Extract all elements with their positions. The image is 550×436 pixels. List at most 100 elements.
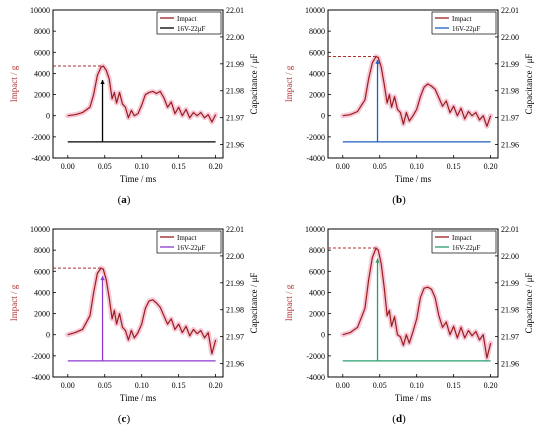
capacitance-peak-marker <box>375 59 380 64</box>
x-tick-label: 0.05 <box>373 381 387 390</box>
chart-panel-b: -4000 -2000 0 2000 4000 6000 8000 10000 21.96 21.… <box>284 6 534 206</box>
x-axis-label: Time / ms <box>395 393 432 403</box>
x-tick-label: 0.05 <box>98 162 112 171</box>
y-right-tick-label: 22.01 <box>226 225 244 234</box>
y-tick-label: 6000 <box>309 48 325 57</box>
plot-frame <box>327 9 499 159</box>
y-tick-label: 4000 <box>34 69 50 78</box>
x-tick-label: 0.15 <box>172 162 186 171</box>
plot-area <box>340 54 494 143</box>
y-right-tick-label: 22.00 <box>226 252 244 261</box>
panel-label-letter: c <box>122 413 127 425</box>
y-tick-label: -2000 <box>306 352 325 361</box>
y-right-tick-label: 22.00 <box>501 33 519 42</box>
y-axis-label: Impact / g <box>284 65 294 102</box>
legend-label-capacitance: 16V-22μF <box>452 244 480 252</box>
y-right-axis-label: Capacitance / μF <box>524 54 534 115</box>
capacitance-peak-marker <box>375 258 380 263</box>
panel-label-close: ) <box>402 194 406 206</box>
x-axis-label: Time / ms <box>120 174 157 184</box>
capacitance-series-line <box>342 258 491 362</box>
y-tick-label: 8000 <box>34 246 50 255</box>
plot-frame <box>52 228 224 378</box>
y-right-tick-label: 21.96 <box>226 141 244 150</box>
capacitance-peak-marker <box>100 276 105 281</box>
plot-frame <box>327 228 499 378</box>
y-right-tick-label: 21.98 <box>501 306 519 315</box>
y-right-tick-label: 21.97 <box>226 333 244 342</box>
chart-panel-c: -4000 -2000 0 2000 4000 6000 8000 10000 21.96 21.… <box>9 225 259 425</box>
x-tick-label: 0.20 <box>484 381 498 390</box>
y-right-tick-label: 21.98 <box>501 87 519 96</box>
y-tick-label: 0 <box>321 331 325 340</box>
x-tick-label: 0.20 <box>484 162 498 171</box>
y-tick-label: 0 <box>321 112 325 121</box>
y-right-tick-label: 21.99 <box>501 279 519 288</box>
impact-series-line <box>342 247 492 359</box>
x-tick-label: 0.10 <box>135 381 149 390</box>
y-tick-label: 6000 <box>34 48 50 57</box>
panel-label-close: ) <box>126 413 130 425</box>
panel-label-open: ( <box>392 413 396 425</box>
legend-label-capacitance: 16V-22μF <box>177 244 205 252</box>
panel-label-letter: d <box>396 413 402 425</box>
legend-label-impact: Impact <box>177 15 196 23</box>
panel-label-close: ) <box>402 413 406 425</box>
y-right-tick-label: 21.99 <box>501 60 519 69</box>
impact-series-glow <box>65 265 219 357</box>
panel-label-open: ( <box>392 194 396 206</box>
legend-label-impact: Impact <box>177 234 196 242</box>
y-tick-label: -4000 <box>306 154 325 163</box>
y-tick-label: 6000 <box>309 267 325 276</box>
y-tick-label: 8000 <box>309 27 325 36</box>
y-right-tick-label: 22.01 <box>501 225 519 234</box>
y-right-tick-label: 21.97 <box>501 333 519 342</box>
y-tick-label: 4000 <box>309 69 325 78</box>
y-tick-label: 4000 <box>309 288 325 297</box>
panel-label-open: ( <box>118 194 122 206</box>
x-tick-label: 0.05 <box>98 381 112 390</box>
impact-series-glow <box>65 63 219 125</box>
plot-area <box>340 245 494 362</box>
plot-frame <box>52 9 224 159</box>
y-tick-label: 0 <box>46 331 50 340</box>
x-tick-label: 0.15 <box>172 381 186 390</box>
panel-label: (d) <box>392 413 406 425</box>
y-axis-label: Impact / g <box>284 284 294 321</box>
panel-label-letter: a <box>121 194 127 206</box>
x-tick-label: 0.15 <box>447 162 461 171</box>
panel-label-open: ( <box>118 413 122 425</box>
legend-label-impact: Impact <box>452 15 471 23</box>
impact-series-glow <box>340 245 494 361</box>
x-tick-label: 0.05 <box>373 162 387 171</box>
y-right-tick-label: 22.00 <box>226 33 244 42</box>
plot-area <box>65 265 219 362</box>
impact-series-line <box>342 55 492 127</box>
panel-label-letter: b <box>396 194 402 206</box>
y-tick-label: 2000 <box>309 91 325 100</box>
y-tick-label: 0 <box>46 112 50 121</box>
legend-label-impact: Impact <box>452 234 471 242</box>
y-tick-label: -2000 <box>306 133 325 142</box>
y-tick-label: -4000 <box>31 373 50 382</box>
y-tick-label: 2000 <box>309 310 325 319</box>
y-right-tick-label: 21.99 <box>226 60 244 69</box>
y-tick-label: 8000 <box>34 27 50 36</box>
y-right-axis-label: Capacitance / μF <box>524 273 534 334</box>
y-tick-label: -2000 <box>31 133 50 142</box>
chart-panel-a: -4000 -2000 0 2000 4000 6000 8000 10000 21.96 21.… <box>9 6 259 206</box>
x-axis-label: Time / ms <box>395 174 432 184</box>
y-right-tick-label: 21.98 <box>226 87 244 96</box>
y-right-tick-label: 21.99 <box>226 279 244 288</box>
y-tick-label: 2000 <box>34 310 50 319</box>
y-right-tick-label: 21.96 <box>226 360 244 369</box>
x-tick-label: 0.10 <box>410 162 424 171</box>
y-tick-label: 4000 <box>34 288 50 297</box>
impact-series-line <box>67 267 217 355</box>
panel-label-close: ) <box>127 194 131 206</box>
panel-label: (c) <box>118 413 131 425</box>
y-right-tick-label: 21.96 <box>501 360 519 369</box>
y-tick-label: 10000 <box>30 225 50 234</box>
y-right-tick-label: 22.01 <box>501 6 519 15</box>
